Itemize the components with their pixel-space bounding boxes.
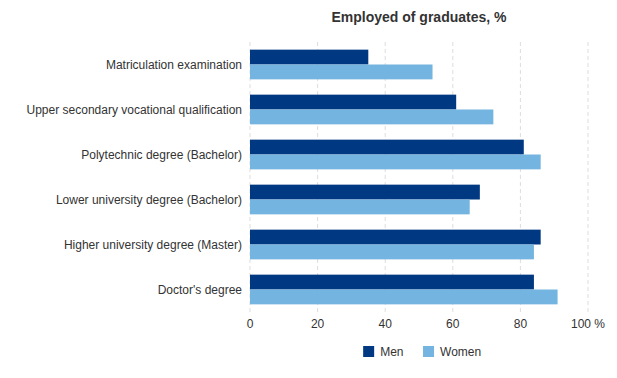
grid-line: [317, 42, 318, 312]
bar: Women: 84: [250, 245, 534, 260]
chart-container: Employed of graduates, % 0 20 40 60 80 100 % Ma…: [0, 0, 617, 378]
bar: Women: 65: [250, 200, 470, 215]
x-axis-ticks: 0 20 40 60 80 100 %: [247, 317, 606, 331]
bar: Men: 84: [250, 275, 534, 290]
grid: [250, 42, 588, 312]
bar: Men: 68: [250, 185, 480, 200]
grid-line: [588, 42, 589, 312]
grid-line: [452, 42, 453, 312]
legend-label: Women: [440, 345, 481, 359]
legend-swatch: [423, 346, 434, 357]
grid-line: [250, 42, 251, 312]
bar: Women: 86: [250, 155, 541, 170]
grid-line: [385, 42, 386, 312]
bar: Women: 54: [250, 65, 433, 80]
legend-swatch: [363, 346, 374, 357]
grid-line: [520, 42, 521, 312]
bar: Men: 61: [250, 95, 456, 110]
legend-label: Men: [380, 345, 403, 359]
bar: Men: 35: [250, 50, 368, 65]
category-label: Matriculation examination: [106, 58, 242, 72]
x-tick-label: 0: [247, 317, 254, 331]
category-label: Higher university degree (Master): [64, 238, 242, 252]
chart-svg: Employed of graduates, % 0 20 40 60 80 100 % Ma…: [0, 0, 617, 378]
x-tick-label: 100 %: [571, 317, 605, 331]
bar: Men: 81: [250, 140, 524, 155]
bar: Women: 91: [250, 290, 558, 305]
x-tick-label: 40: [379, 317, 393, 331]
category-label: Upper secondary vocational qualification: [27, 103, 242, 117]
x-tick-label: 60: [446, 317, 460, 331]
chart-title: Employed of graduates, %: [331, 9, 507, 25]
x-tick-label: 80: [514, 317, 528, 331]
bars: Men: 35Women: 54Men: 61Women: 72Men: 81W…: [250, 50, 558, 305]
bar: Men: 86: [250, 230, 541, 245]
legend: Men Women: [363, 345, 481, 359]
y-axis-labels: Matriculation examination Upper secondary…: [27, 58, 243, 297]
category-label: Polytechnic degree (Bachelor): [81, 148, 242, 162]
x-tick-label: 20: [311, 317, 325, 331]
category-label: Lower university degree (Bachelor): [56, 193, 242, 207]
bar: Women: 72: [250, 110, 493, 125]
category-label: Doctor's degree: [158, 283, 243, 297]
